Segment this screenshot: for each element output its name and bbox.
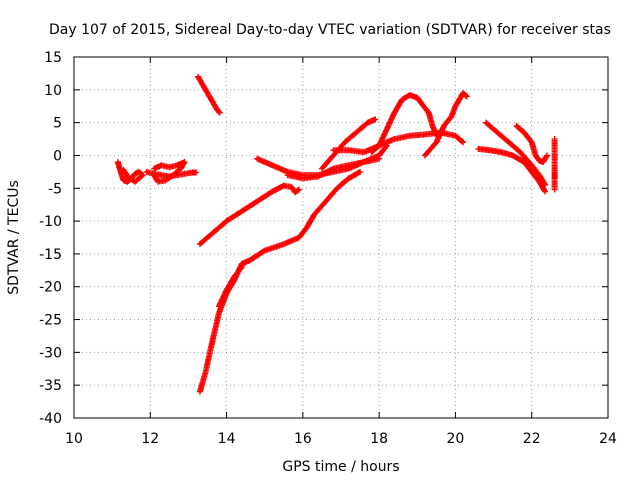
series-markers xyxy=(421,90,470,159)
series-markers xyxy=(196,182,302,248)
y-tick-label: -10 xyxy=(39,214,62,230)
series-pass-o xyxy=(482,119,549,188)
series-markers xyxy=(196,168,364,395)
y-tick-label: -20 xyxy=(39,280,62,296)
series-pass-f xyxy=(196,168,364,395)
y-tick-labels: -40 -35 -30 -25 -20 -15 -10 -5 0 5 10 15 xyxy=(39,50,62,427)
series-pass-e xyxy=(196,182,302,248)
series-pass-g xyxy=(215,264,245,310)
y-tick-label: -40 xyxy=(39,411,62,427)
series-markers xyxy=(330,129,467,156)
series-pass-c xyxy=(151,159,188,185)
series-pass-l xyxy=(368,92,440,156)
chart-title: Day 107 of 2015, Sidereal Day-to-day VTE… xyxy=(49,22,611,38)
series-pass-p xyxy=(513,122,550,165)
x-axis-label: GPS time / hours xyxy=(282,459,399,475)
x-tick-label: 20 xyxy=(447,431,465,447)
series-markers xyxy=(151,159,188,185)
y-axis-label: SDTVAR / TECUs xyxy=(6,180,22,295)
x-tick-label: 16 xyxy=(294,431,312,447)
series-markers xyxy=(368,92,440,156)
axis-ticks xyxy=(73,56,609,419)
x-tick-label: 12 xyxy=(141,431,159,447)
series-markers xyxy=(551,136,558,193)
series-pass-k xyxy=(318,116,379,172)
series-pass-q xyxy=(551,136,558,193)
y-tick-label: -25 xyxy=(39,313,62,329)
y-tick-label: 15 xyxy=(44,50,62,66)
series-markers xyxy=(195,73,223,116)
series-pass-m xyxy=(421,90,470,159)
data-series xyxy=(114,73,558,395)
series-markers xyxy=(475,145,549,195)
series-pass-n xyxy=(475,145,549,195)
series-pass-i xyxy=(284,155,383,182)
x-tick-label: 24 xyxy=(599,431,617,447)
grid-lines xyxy=(74,57,608,418)
y-tick-label: 10 xyxy=(44,83,62,99)
series-markers xyxy=(482,119,549,188)
y-tick-label: 0 xyxy=(53,148,62,164)
series-markers xyxy=(284,155,383,182)
y-tick-label: -30 xyxy=(39,345,62,361)
series-pass-d xyxy=(195,73,223,116)
y-tick-label: -15 xyxy=(39,247,62,263)
x-tick-label: 10 xyxy=(65,431,83,447)
x-tick-label: 14 xyxy=(218,431,236,447)
series-markers xyxy=(318,116,379,172)
series-markers xyxy=(114,159,146,185)
series-pass-j xyxy=(330,129,467,156)
series-pass-a xyxy=(114,159,146,185)
y-tick-label: -35 xyxy=(39,378,62,394)
x-tick-labels: 10 12 14 16 18 20 22 24 xyxy=(65,431,617,447)
x-tick-label: 18 xyxy=(370,431,388,447)
plot-frame xyxy=(73,56,609,419)
y-tick-label: -5 xyxy=(48,181,62,197)
series-markers xyxy=(215,264,245,310)
series-markers xyxy=(513,122,550,165)
y-tick-label: 5 xyxy=(53,116,62,132)
x-tick-label: 22 xyxy=(523,431,541,447)
